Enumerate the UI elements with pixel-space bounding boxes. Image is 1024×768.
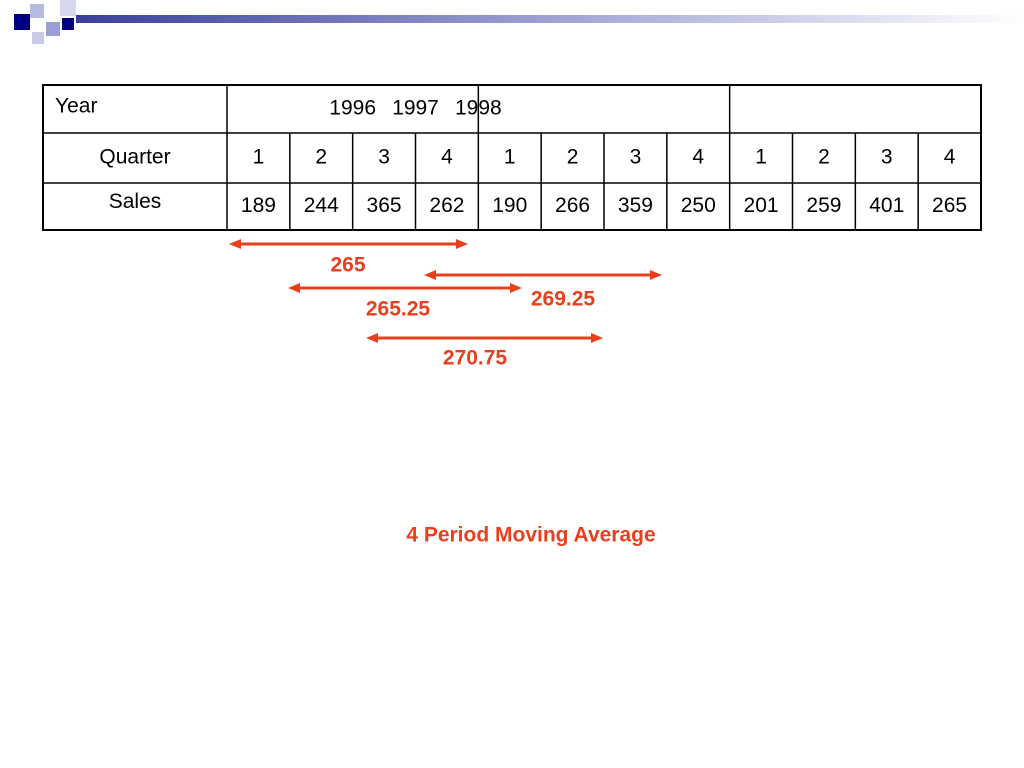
decoration <box>14 0 1024 44</box>
row-label: Sales <box>109 190 162 213</box>
average-label: 270.75 <box>443 347 508 370</box>
arrow-head <box>229 239 241 249</box>
caption: 4 Period Moving Average <box>406 524 655 547</box>
cell: 190 <box>492 194 527 217</box>
cell: 4 <box>441 146 453 169</box>
arrow-head <box>456 239 468 249</box>
table-border <box>42 84 982 231</box>
arrow-head <box>510 283 522 293</box>
cell: 189 <box>241 194 276 217</box>
cell: 359 <box>618 194 653 217</box>
cell: 250 <box>681 194 716 217</box>
average-label: 265.25 <box>366 298 431 321</box>
average-label: 265 <box>330 254 365 277</box>
cell: 1997 <box>392 97 439 120</box>
cell: 1 <box>253 146 265 169</box>
cell: 3 <box>378 146 390 169</box>
cell: 3 <box>881 146 893 169</box>
row-label: Quarter <box>99 146 170 169</box>
cell: 4 <box>692 146 704 169</box>
cell: 1998 <box>455 97 502 120</box>
arrow-head <box>650 270 662 280</box>
cell: 1 <box>755 146 767 169</box>
cell: 2 <box>567 146 579 169</box>
cell: 2 <box>818 146 830 169</box>
cell: 244 <box>304 194 339 217</box>
arrow-head <box>288 283 300 293</box>
cell: 365 <box>367 194 402 217</box>
row-label: Year <box>55 95 97 118</box>
cell: 1 <box>504 146 516 169</box>
cell: 1996 <box>329 97 376 120</box>
cell: 201 <box>744 194 779 217</box>
cell: 259 <box>806 194 841 217</box>
cell: 265 <box>932 194 967 217</box>
cell: 262 <box>429 194 464 217</box>
arrow-head <box>424 270 436 280</box>
average-label: 269.25 <box>531 288 596 311</box>
cell: 2 <box>315 146 327 169</box>
cell: 401 <box>869 194 904 217</box>
cell: 4 <box>944 146 956 169</box>
cell: 3 <box>630 146 642 169</box>
arrow-head <box>366 333 378 343</box>
arrow-head <box>591 333 603 343</box>
cell: 266 <box>555 194 590 217</box>
